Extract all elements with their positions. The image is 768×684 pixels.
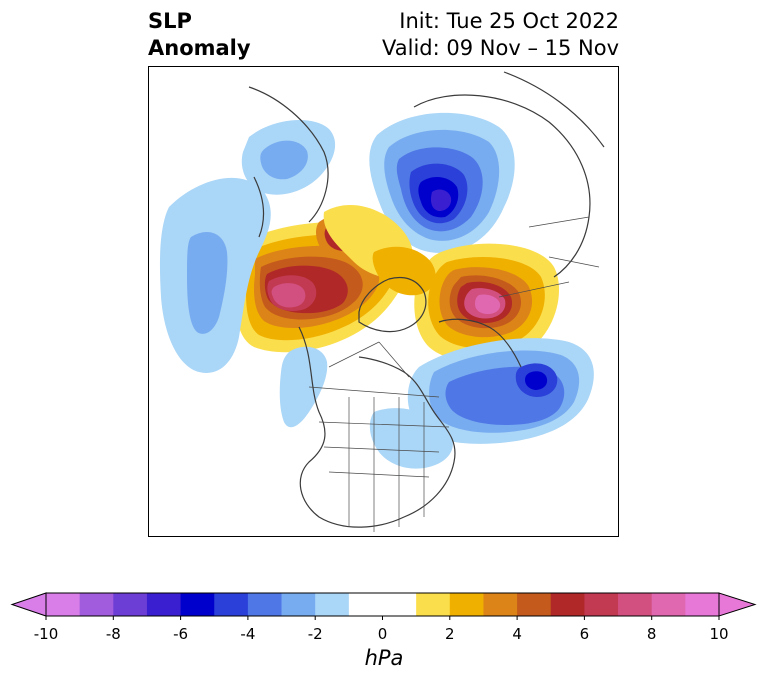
- colorbar-extend-max: [718, 592, 757, 617]
- pacific-low: [159, 119, 336, 428]
- colorbar-swatch: [214, 593, 249, 616]
- colorbar-tick-label: 6: [579, 625, 590, 643]
- colorbar: [10, 592, 757, 620]
- colorbar-tick-label: -10: [33, 625, 59, 643]
- colorbar-swatch: [517, 593, 552, 616]
- colorbar-swatch: [348, 593, 383, 616]
- chart-title: SLP Anomaly: [148, 8, 251, 62]
- colorbar-swatch: [79, 593, 114, 616]
- colorbar-swatch: [180, 593, 215, 616]
- forecast-dates: Init: Tue 25 Oct 2022 Valid: 09 Nov – 15…: [382, 8, 619, 62]
- colorbar-swatch: [247, 593, 283, 616]
- coastlines: [248, 71, 605, 528]
- colorbar-swatch: [685, 593, 720, 616]
- colorbar-tick-label: -8: [105, 625, 121, 643]
- colorbar-tick-label: 4: [512, 625, 522, 643]
- colorbar-swatch: [651, 593, 686, 616]
- colorbar-tick-label: 2: [445, 625, 455, 643]
- colorbar-swatch: [382, 593, 417, 616]
- colorbar-tick-label: 8: [646, 625, 657, 643]
- colorbar-swatch: [618, 593, 653, 616]
- colorbar-tick-label: -4: [240, 625, 256, 643]
- anomaly-map: [159, 71, 605, 532]
- colorbar-swatch: [416, 593, 451, 616]
- us-east-low: [369, 408, 453, 469]
- colorbar-swatch: [584, 593, 619, 616]
- colorbar-tick-label: -2: [307, 625, 323, 643]
- map-panel: [148, 66, 619, 537]
- political-borders: [308, 216, 600, 532]
- colorbar-unit-label: hPa: [364, 646, 404, 670]
- colorbar-swatch: [46, 593, 81, 616]
- europe-high: [414, 243, 560, 363]
- init-date: Init: Tue 25 Oct 2022: [399, 9, 619, 33]
- atlantic-low: [407, 338, 594, 444]
- title-line-2: Anomaly: [148, 36, 251, 60]
- valid-range: Valid: 09 Nov – 15 Nov: [382, 36, 619, 60]
- colorbar-swatch: [113, 593, 148, 616]
- colorbar-tick-label: 10: [709, 625, 729, 643]
- arctic-high: [323, 204, 436, 296]
- colorbar-tick-label: 0: [377, 625, 388, 643]
- title-line-1: SLP: [148, 9, 192, 33]
- colorbar-swatch: [281, 593, 316, 616]
- colorbar-tick-label: -6: [173, 625, 189, 643]
- colorbar-swatch: [449, 593, 484, 616]
- colorbar-swatch: [483, 593, 518, 616]
- colorbar-extend-min: [10, 592, 47, 617]
- colorbar-swatch: [550, 593, 585, 616]
- colorbar-swatch: [315, 593, 350, 616]
- colorbar-swatch: [146, 593, 182, 616]
- siberia-low: [369, 112, 515, 253]
